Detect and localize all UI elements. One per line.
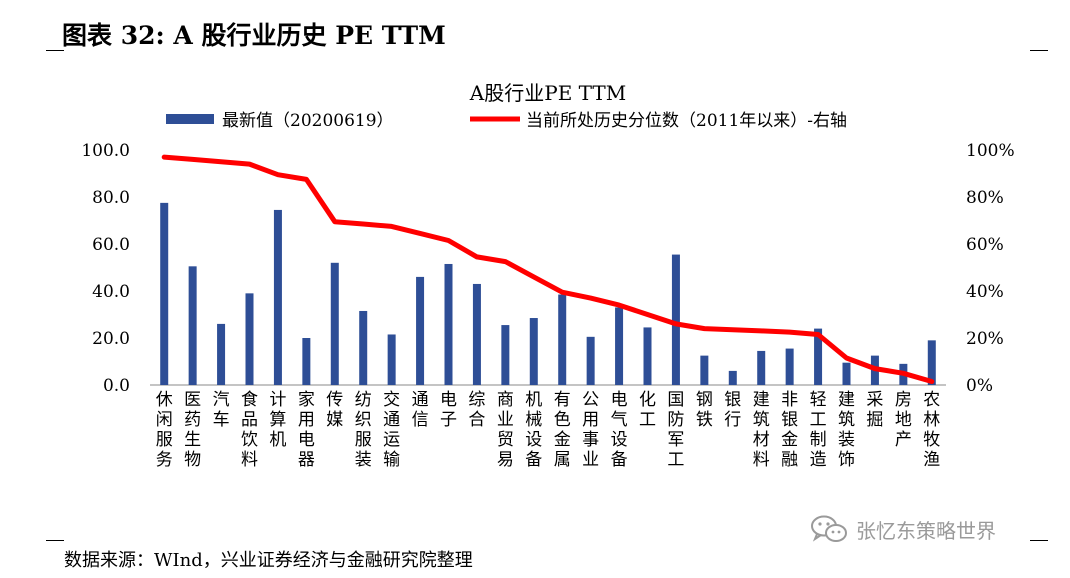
bar	[558, 294, 567, 385]
legend-label-line: 当前所处历史分位数（2011年以来）-右轴	[526, 111, 847, 131]
legend-swatch-bar	[166, 114, 214, 124]
y-left-tick-label: 60.0	[92, 235, 130, 255]
bar	[529, 318, 538, 385]
bar	[472, 283, 481, 385]
bar	[444, 263, 453, 385]
bar	[814, 328, 823, 385]
source-note: 数据来源：WInd，兴业证券经济与金融研究院整理	[64, 550, 473, 571]
footer-rule-left	[46, 540, 64, 541]
y-right-tick-label: 100%	[966, 141, 1015, 161]
bar	[728, 370, 737, 385]
bar	[245, 293, 254, 385]
x-tick-label: 机械设备	[525, 390, 542, 470]
y-left-tick-label: 40.0	[92, 282, 130, 302]
bar	[757, 350, 766, 385]
x-tick-label: 通信	[412, 390, 429, 430]
watermark: 张忆东策略世界	[810, 514, 996, 544]
x-tick-label: 休闲服务	[156, 390, 173, 470]
bar	[273, 209, 282, 385]
x-tick-label: 非银金融	[781, 390, 798, 470]
chart-title: A股行业PE TTM	[469, 81, 626, 105]
x-tick-label: 食品饮料	[241, 390, 258, 470]
bar	[586, 336, 595, 385]
bar	[927, 340, 936, 385]
series-line-percentile	[161, 154, 935, 384]
bar	[188, 266, 197, 385]
bar	[842, 362, 851, 385]
bar	[785, 348, 794, 385]
y-right-tick-label: 0%	[966, 376, 993, 396]
y-left-tick-label: 80.0	[92, 188, 130, 208]
x-tick-label: 公用事业	[582, 390, 599, 470]
legend-label-bar: 最新值（20200619）	[222, 111, 394, 131]
watermark-text: 张忆东策略世界	[856, 518, 996, 543]
x-tick-label: 轻工制造	[810, 390, 827, 470]
x-tick-label: 电气设备	[611, 390, 628, 470]
x-tick-label: 有色金属	[554, 390, 571, 470]
bar	[671, 254, 680, 385]
x-tick-label: 农林牧渔	[923, 390, 940, 470]
bar	[302, 338, 311, 385]
y-left-tick-label: 0.0	[103, 376, 130, 396]
x-tick-label: 钢铁	[696, 390, 713, 430]
figure-title: 图表 32: A 股行业历史 PE TTM	[62, 21, 446, 50]
bar	[359, 310, 368, 385]
x-tick-label: 传媒	[326, 390, 343, 430]
bar	[615, 307, 624, 385]
x-tick-label: 纺织服装	[355, 390, 372, 470]
x-tick-label: 汽车	[213, 390, 230, 430]
x-tick-label: 计算机	[269, 390, 286, 450]
x-tick-label: 家用电器	[298, 390, 315, 470]
y-left-tick-label: 20.0	[92, 329, 130, 349]
title-rule-right	[1030, 50, 1048, 51]
chart: A股行业PE TTM 最新值（20200619） 当前所处历史分位数（2011年以来…	[81, 81, 1015, 470]
bar	[700, 355, 709, 385]
footer-rule-right	[1030, 540, 1048, 541]
bar	[501, 325, 510, 385]
wechat-icon	[811, 515, 847, 542]
x-tick-label: 国防军工	[667, 390, 684, 470]
x-tick-label: 采掘	[866, 390, 883, 430]
x-tick-label: 商业贸易	[497, 390, 514, 470]
x-tick-label: 银行	[724, 390, 741, 430]
bar	[330, 262, 339, 385]
y-left-tick-label: 100.0	[81, 141, 130, 161]
title-rule-left	[46, 50, 64, 51]
bar	[160, 202, 169, 385]
y-right-tick-label: 40%	[966, 282, 1004, 302]
bar	[387, 334, 396, 385]
x-tick-label: 化工	[639, 390, 656, 430]
x-tick-label: 电子	[440, 390, 457, 430]
x-tick-label: 房地产	[895, 390, 912, 450]
x-tick-label: 建筑材料	[753, 390, 770, 470]
x-tick-label: 建筑装饰	[838, 390, 855, 470]
y-right-tick-label: 80%	[966, 188, 1004, 208]
y-right-tick-label: 20%	[966, 329, 1004, 349]
x-tick-label: 医药生物	[184, 390, 201, 470]
y-right-tick-label: 60%	[966, 235, 1004, 255]
x-tick-label: 综合	[468, 390, 485, 430]
bar	[416, 276, 425, 385]
bar	[217, 323, 226, 385]
x-tick-label: 交通运输	[383, 390, 400, 470]
bar	[643, 327, 652, 385]
